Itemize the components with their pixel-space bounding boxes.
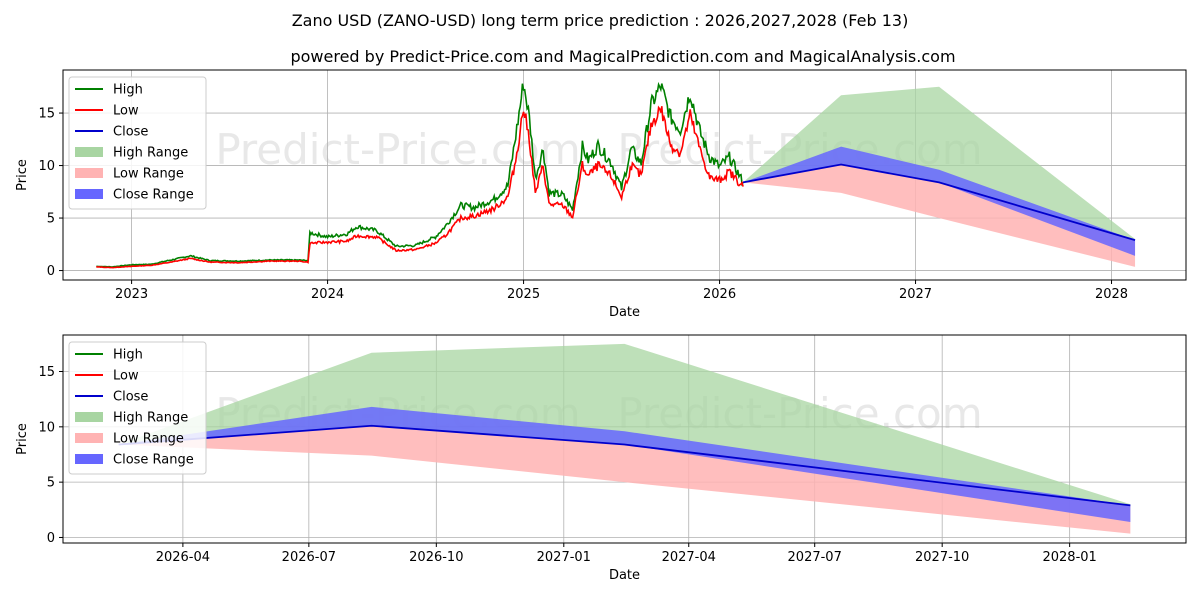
- y-tick-label: 10: [38, 420, 55, 435]
- watermark-text: Predict-Price.com: [215, 125, 580, 174]
- legend-swatch-close-range: [75, 189, 103, 199]
- x-axis-label: Date: [609, 568, 640, 583]
- legend-label: High Range: [113, 411, 188, 426]
- watermark-text: Predict-Price.com: [215, 539, 580, 588]
- legend-label: Low: [113, 369, 139, 384]
- x-tick-label: 2026-07: [282, 550, 336, 565]
- high-range-band: [743, 86, 1136, 241]
- legend-label: Close: [113, 125, 148, 140]
- low-range-band: [118, 425, 1131, 534]
- legend-label: Close Range: [113, 188, 194, 203]
- legend-box: [68, 341, 207, 475]
- legend-label: High: [113, 348, 143, 363]
- legend-label: Low: [113, 104, 139, 119]
- x-tick-label: 2025: [507, 287, 540, 302]
- x-tick-label: 2024: [311, 287, 344, 302]
- chart-title: Zano USD (ZANO-USD) long term price pred…: [292, 11, 909, 30]
- close-prediction-line: [118, 424, 1131, 507]
- x-tick-label: 2027-04: [662, 550, 716, 565]
- legend-label: Low Range: [113, 167, 184, 182]
- x-tick-label: 2027-07: [788, 550, 842, 565]
- y-tick-label: 0: [47, 531, 55, 546]
- y-tick-label: 0: [47, 264, 55, 279]
- legend-label: Close Range: [113, 453, 194, 468]
- high-range-band: [118, 343, 1131, 506]
- legend-swatch-high-range: [75, 147, 103, 157]
- legend-label: Low Range: [113, 432, 184, 447]
- x-tick-label: 2023: [115, 287, 148, 302]
- y-tick-label: 15: [38, 365, 55, 380]
- y-axis-label: Price: [15, 423, 30, 455]
- axes-frame: [62, 334, 1187, 544]
- long-term-chart-panel: Predict-Price.com Predict-Price.com Predic…: [15, 69, 1187, 325]
- x-tick-label: 2027-10: [915, 550, 969, 565]
- x-tick-label: 2028: [1095, 287, 1128, 302]
- legend: High Low Close High Range Low Range Close Ran…: [68, 341, 207, 475]
- plot-area: Predict-Price.comPredict-Price.comPredic…: [63, 335, 1186, 588]
- legend-swatch-low-range: [75, 433, 103, 443]
- high-series-line: [96, 81, 744, 268]
- close-prediction-line: [742, 163, 1136, 241]
- y-tick-label: 5: [47, 212, 55, 227]
- low-range-band: [743, 164, 1136, 267]
- x-tick-label: 2026: [703, 287, 736, 302]
- y-tick-label: 15: [38, 107, 55, 122]
- legend-label: High Range: [113, 146, 188, 161]
- chart-subtitle: powered by Predict-Price.com and Magical…: [290, 47, 955, 66]
- legend-swatch-low-range: [75, 168, 103, 178]
- y-axis-label: Price: [15, 159, 30, 191]
- legend-box: [68, 76, 207, 210]
- legend-label: High: [113, 83, 143, 98]
- plot-area: Predict-Price.com Predict-Price.com Predic…: [63, 70, 1186, 325]
- x-tick-label: 2026-04: [156, 550, 210, 565]
- y-tick-label: 5: [47, 476, 55, 491]
- x-tick-label: 2026-10: [409, 550, 463, 565]
- x-tick-label: 2027: [899, 287, 932, 302]
- watermark-text: Predict-Price.com: [215, 276, 580, 325]
- prediction-zoom-chart-panel: Predict-Price.comPredict-Price.comPredic…: [15, 334, 1187, 588]
- watermark-text: Predict-Price.com: [617, 539, 982, 588]
- watermark-text: Predict-Price.com: [617, 276, 982, 325]
- legend-swatch-close-range: [75, 454, 103, 464]
- low-series-line: [96, 105, 744, 269]
- legend-swatch-high-range: [75, 412, 103, 422]
- y-tick-label: 10: [38, 159, 55, 174]
- x-axis-label: Date: [609, 305, 640, 320]
- x-tick-label: 2028-01: [1042, 550, 1096, 565]
- legend-label: Close: [113, 390, 148, 405]
- axes-frame: [62, 69, 1187, 281]
- legend: High Low Close High Range Low Range Close Ran…: [68, 76, 207, 210]
- x-tick-label: 2027-01: [537, 550, 591, 565]
